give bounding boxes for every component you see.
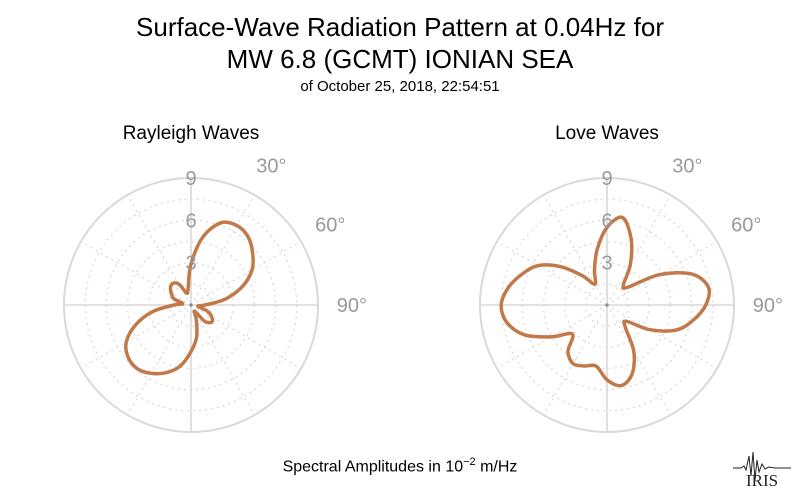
outer-ring xyxy=(63,177,319,433)
chart-title-line2: MW 6.8 (GCMT) IONIAN SEA xyxy=(226,44,574,74)
polar-chart-0: Rayleigh Waves 3 6 9 30° 60° 90° xyxy=(63,123,367,433)
radial-gridline xyxy=(105,219,277,391)
radial-tick-label: 9 xyxy=(185,168,196,190)
angular-tick-label: 30° xyxy=(256,156,286,178)
radial-gridline xyxy=(585,283,629,327)
radiation-pattern-charts: Rayleigh Waves 3 6 9 30° 60° 90° Love Waves 3 6 9 3… xyxy=(63,123,783,433)
radial-gridline xyxy=(542,240,672,370)
outer-ring xyxy=(479,177,735,433)
chart-subtitle: of October 25, 2018, 22:54:51 xyxy=(300,78,500,95)
angular-gridline xyxy=(80,240,192,306)
angular-tick-label: 30° xyxy=(672,156,702,178)
angular-gridline xyxy=(190,304,302,370)
radial-tick-label: 3 xyxy=(601,253,612,275)
caption-base: 10 xyxy=(445,458,464,476)
radiation-pattern-curve xyxy=(124,220,255,376)
iris-logo: IRIS xyxy=(733,451,791,490)
angular-tick-label: 60° xyxy=(731,215,761,237)
angular-gridline xyxy=(190,240,302,306)
angular-gridline xyxy=(80,304,192,370)
radial-tick-label: 9 xyxy=(601,168,612,190)
amplitude-units-caption: Spectral Amplitudes in 10−2 m/Hz xyxy=(0,456,800,476)
polar-origin-dot xyxy=(189,303,193,307)
radial-gridline xyxy=(500,198,714,412)
radial-gridline xyxy=(564,262,650,348)
caption-exponent: −2 xyxy=(463,456,476,468)
radial-gridline xyxy=(84,198,298,412)
radial-tick-label: 3 xyxy=(185,253,196,275)
polar-chart-title: Love Waves xyxy=(555,123,659,144)
angular-tick-label: 60° xyxy=(315,215,345,237)
seismogram-icon xyxy=(733,451,791,481)
polar-chart-1: Love Waves 3 6 9 30° 60° 90° xyxy=(479,123,783,433)
polar-origin-dot xyxy=(605,303,609,307)
chart-title-line1: Surface-Wave Radiation Pattern at 0.04Hz… xyxy=(136,12,664,42)
radial-gridline xyxy=(126,240,256,370)
radial-tick-label: 6 xyxy=(185,210,196,232)
caption-unit: m/Hz xyxy=(475,458,518,476)
radiation-pattern-curve xyxy=(499,215,712,388)
radial-gridline xyxy=(521,219,693,391)
radial-tick-label: 6 xyxy=(601,210,612,232)
angular-gridline xyxy=(496,240,608,306)
angular-tick-label: 90° xyxy=(337,295,367,317)
caption-prefix: Spectral Amplitudes in xyxy=(282,458,446,476)
polar-chart-title: Rayleigh Waves xyxy=(123,123,260,144)
angular-tick-label: 90° xyxy=(753,295,783,317)
logo-text: IRIS xyxy=(746,471,778,490)
